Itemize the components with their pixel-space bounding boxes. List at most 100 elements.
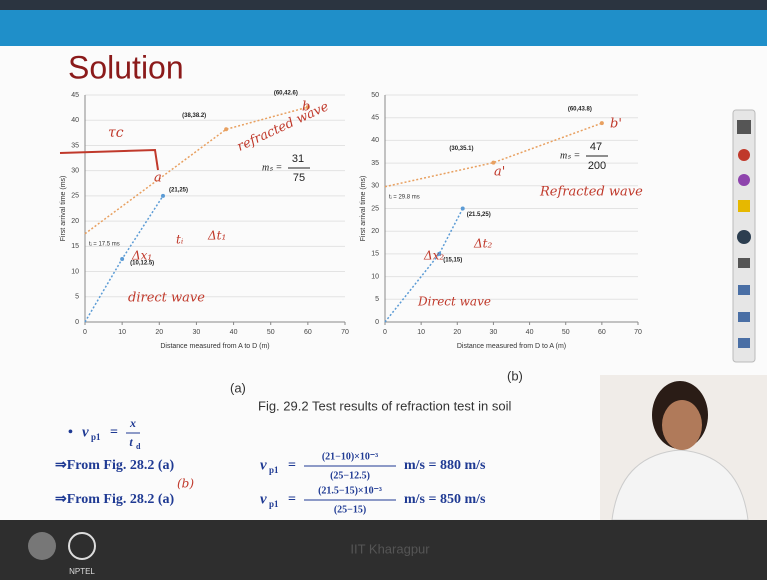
intercept-label: tᵢ = 29.8 ms xyxy=(389,194,420,200)
eq-num: (21−10)×10⁻³ xyxy=(322,451,378,462)
y-tick-label: 35 xyxy=(371,160,379,167)
tag: (a) xyxy=(230,380,246,395)
x-tick-label: 70 xyxy=(341,329,349,336)
x-tick-label: 20 xyxy=(155,329,163,336)
x-axis-label: Distance measured from D to A (m) xyxy=(457,343,566,350)
note: Δx₂ xyxy=(423,249,444,263)
slope-den: 200 xyxy=(588,160,606,172)
y-tick-label: 20 xyxy=(71,218,79,225)
data-point xyxy=(120,257,124,261)
x-tick-label: 10 xyxy=(118,329,126,336)
y-tick-label: 45 xyxy=(71,92,79,99)
y-tick-label: 10 xyxy=(71,268,79,275)
eq-tail: m/s = 850 m/s xyxy=(404,492,486,507)
x-tick-label: 20 xyxy=(453,329,461,336)
slope-name: mₛ = xyxy=(262,162,282,173)
eq-lead: • xyxy=(68,425,73,440)
note: direct wave xyxy=(128,291,205,306)
slide: Solution 0510152025303540450102030405060… xyxy=(0,0,767,580)
y-tick-label: 0 xyxy=(75,319,79,326)
eq-num: (21.5−15)×10⁻³ xyxy=(318,485,382,496)
tool-button[interactable] xyxy=(738,200,750,212)
tool-button[interactable] xyxy=(737,230,751,244)
eq-lead: ⇒From Fig. 28.2 (a) xyxy=(55,458,175,473)
y-tick-label: 40 xyxy=(371,137,379,144)
intercept-label: tᵢ = 17.5 ms xyxy=(89,241,120,247)
eq-tail: m/s = 880 m/s xyxy=(404,458,486,473)
tool-button[interactable] xyxy=(738,312,750,322)
slope-num: 47 xyxy=(590,141,602,153)
x-tick-label: 60 xyxy=(304,329,312,336)
y-tick-label: 45 xyxy=(371,115,379,122)
tool-button[interactable] xyxy=(738,174,750,186)
header-band xyxy=(0,10,767,46)
eq-den: (25−12.5) xyxy=(330,470,370,481)
toolbar-buttons xyxy=(737,120,751,348)
institute: IIT Kharagpur xyxy=(350,541,430,556)
eq-var: v xyxy=(82,424,89,440)
title: Solution xyxy=(68,49,184,85)
x-tick-label: 30 xyxy=(490,329,498,336)
data-point xyxy=(461,207,465,211)
eq-var: v xyxy=(260,457,267,473)
tool-button[interactable] xyxy=(738,285,750,295)
tag: (b) xyxy=(507,368,523,383)
y-tick-label: 0 xyxy=(375,319,379,326)
slope-den: 75 xyxy=(293,172,305,184)
point-label: (60,43.8) xyxy=(568,107,592,113)
x-tick-label: 50 xyxy=(562,329,570,336)
data-point xyxy=(161,194,165,198)
x-tick-label: 60 xyxy=(598,329,606,336)
y-axis-label: First arrival time (ms) xyxy=(360,176,367,242)
x-tick-label: 10 xyxy=(417,329,425,336)
note: a xyxy=(154,171,162,186)
note: Refracted wave xyxy=(539,185,643,200)
eq-sign: = xyxy=(288,458,296,473)
tool-button[interactable] xyxy=(738,338,750,348)
logo-iit xyxy=(28,532,56,560)
note: Δt₂ xyxy=(473,237,492,251)
note: a' xyxy=(494,165,505,180)
note: Δx₁ xyxy=(131,249,152,263)
data-point xyxy=(224,127,228,131)
eq-sub: p1 xyxy=(269,499,279,509)
note: Δt₁ xyxy=(207,229,226,243)
presenter-face xyxy=(662,400,702,450)
note: tᵢ xyxy=(176,233,184,247)
x-tick-label: 40 xyxy=(526,329,534,336)
y-tick-label: 25 xyxy=(71,193,79,200)
logo-text: NPTEL xyxy=(69,567,95,576)
eq-sign: = xyxy=(110,425,118,440)
caption: Fig. 29.2 Test results of refraction tes… xyxy=(258,398,511,413)
y-tick-label: 10 xyxy=(371,273,379,280)
eq-num: x xyxy=(129,416,136,430)
y-tick-label: 50 xyxy=(371,92,379,99)
x-tick-label: 40 xyxy=(230,329,238,336)
point-label: (60,42.6) xyxy=(274,91,298,97)
x-tick-label: 30 xyxy=(193,329,201,336)
x-tick-label: 0 xyxy=(83,329,87,336)
tool-button[interactable] xyxy=(738,149,750,161)
y-tick-label: 40 xyxy=(71,117,79,124)
y-tick-label: 30 xyxy=(71,168,79,175)
slope-name: mₛ = xyxy=(560,150,580,161)
note: b' xyxy=(610,117,622,132)
presenter xyxy=(600,375,767,520)
y-tick-label: 15 xyxy=(371,251,379,258)
eq-lead: ⇒From Fig. 28.2 (a) xyxy=(55,492,175,507)
note: Direct wave xyxy=(417,295,491,309)
point-label: (15,15) xyxy=(443,257,462,263)
point-label: (30,35.1) xyxy=(449,146,473,152)
point-label: (21,25) xyxy=(169,187,188,193)
tool-button[interactable] xyxy=(738,258,750,268)
y-tick-label: 20 xyxy=(371,228,379,235)
x-axis-label: Distance measured from A to D (m) xyxy=(160,343,269,350)
data-point xyxy=(600,121,604,125)
eq-sign: = xyxy=(288,492,296,507)
y-tick-label: 25 xyxy=(371,205,379,212)
eq-sub: p1 xyxy=(269,465,279,475)
eq-sub: p1 xyxy=(91,432,101,442)
tool-button[interactable] xyxy=(737,120,751,134)
y-axis-label: First arrival time (ms) xyxy=(60,176,67,242)
eq-den: (25−15) xyxy=(334,504,366,515)
